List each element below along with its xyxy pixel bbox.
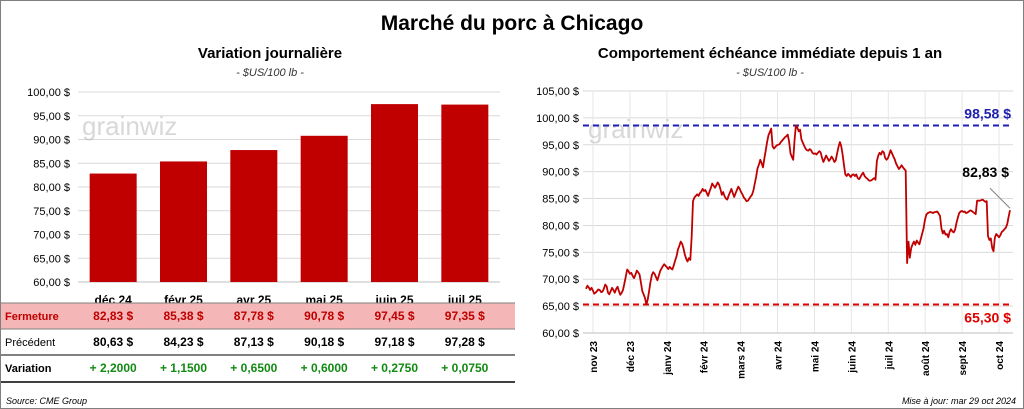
table-cell: 87,13 $ bbox=[234, 335, 274, 349]
bar-y-tick-label: 70,00 $ bbox=[33, 230, 70, 242]
brand-watermark: grainwiz bbox=[82, 111, 177, 141]
bar-y-tick-label: 60,00 $ bbox=[33, 277, 70, 289]
line-x-tick-label: mars 24 bbox=[737, 341, 748, 379]
bar bbox=[160, 161, 207, 282]
bar-y-tick-label: 75,00 $ bbox=[33, 206, 70, 218]
last-value-label: 82,83 $ bbox=[962, 164, 1009, 180]
table-cell: + 0,0750 bbox=[441, 361, 488, 375]
bar bbox=[441, 104, 489, 283]
close-row-background bbox=[1, 303, 515, 329]
bar-y-tick-label: 90,00 $ bbox=[33, 135, 70, 147]
bar-y-tick-label: 100,00 $ bbox=[27, 87, 70, 99]
left-chart-title: Variation journalière bbox=[197, 45, 343, 62]
line-y-tick-label: 75,00 $ bbox=[542, 247, 579, 259]
bar-chart: 60,00 $ 65,00 $ 70,00 $ 75,00 $ 80,00 $ 85,00… bbox=[1, 87, 515, 383]
table-cell: + 2,2000 bbox=[90, 361, 137, 375]
line-x-tick-label: oct 24 bbox=[995, 341, 1006, 370]
max-value-label: 98,58 $ bbox=[964, 106, 1011, 122]
bar-y-tick-label: 65,00 $ bbox=[33, 253, 70, 265]
line-chart: 60,00 $ 65,00 $ 70,00 $ 75,00 $ 80,00 $ 85,00… bbox=[536, 86, 1013, 379]
table-cell: + 0,6500 bbox=[230, 361, 277, 375]
bar bbox=[230, 150, 278, 282]
bar bbox=[371, 104, 418, 282]
table-cell: 85,38 $ bbox=[163, 309, 203, 323]
table-cell: 97,35 $ bbox=[445, 309, 485, 323]
min-value-label: 65,30 $ bbox=[964, 309, 1011, 325]
line-y-tick-label: 95,00 $ bbox=[542, 140, 579, 152]
line-x-tick-label: nov 23 bbox=[589, 341, 600, 373]
line-y-tick-label: 60,00 $ bbox=[542, 328, 579, 340]
line-x-tick-label: août 24 bbox=[921, 341, 932, 376]
table-cell: 90,78 $ bbox=[304, 309, 344, 323]
table-cell: 97,45 $ bbox=[374, 309, 414, 323]
table-cell: 84,23 $ bbox=[163, 335, 203, 349]
right-chart-unit: - $US/100 lb - bbox=[736, 67, 804, 79]
line-y-tick-label: 65,00 $ bbox=[542, 301, 579, 313]
line-x-tick-label: juin 24 bbox=[847, 341, 858, 374]
line-y-tick-label: 80,00 $ bbox=[542, 220, 579, 232]
last-value-leader bbox=[989, 187, 1011, 209]
table-cell: 87,78 $ bbox=[234, 309, 274, 323]
table-cell: 82,83 $ bbox=[93, 309, 133, 323]
line-x-tick-label: févr 24 bbox=[700, 341, 711, 374]
table-cell: + 1,1500 bbox=[160, 361, 207, 375]
left-chart-unit: - $US/100 lb - bbox=[236, 67, 304, 79]
source-note: Source: CME Group bbox=[6, 396, 88, 406]
line-y-tick-label: 70,00 $ bbox=[542, 274, 579, 286]
brand-watermark: grainwiz bbox=[588, 114, 683, 144]
update-note: Mise à jour: mar 29 oct 2024 bbox=[901, 396, 1016, 406]
line-y-tick-label: 105,00 $ bbox=[536, 86, 579, 98]
right-chart-title: Comportement échéance immédiate depuis 1… bbox=[597, 45, 943, 62]
line-x-tick-label: mai 24 bbox=[810, 341, 821, 373]
line-x-tick-label: sept 24 bbox=[958, 341, 969, 376]
table-row-label: Variation bbox=[5, 363, 52, 375]
line-y-tick-label: 85,00 $ bbox=[542, 194, 579, 206]
table-row-label: Fermeture bbox=[5, 311, 59, 323]
table-cell: 90,18 $ bbox=[304, 335, 344, 349]
line-y-tick-label: 90,00 $ bbox=[542, 167, 579, 179]
line-x-tick-label: janv 24 bbox=[663, 341, 674, 376]
bar-y-tick-label: 80,00 $ bbox=[33, 182, 70, 194]
line-y-tick-label: 100,00 $ bbox=[536, 113, 579, 125]
line-x-tick-label: avr 24 bbox=[774, 341, 785, 370]
line-x-tick-label: déc 23 bbox=[626, 341, 637, 373]
bar-y-tick-label: 85,00 $ bbox=[33, 158, 70, 170]
bar bbox=[89, 173, 137, 282]
table-cell: 97,28 $ bbox=[445, 335, 485, 349]
page-title: Marché du porc à Chicago bbox=[380, 12, 644, 35]
table-row-label: Précédent bbox=[5, 337, 55, 349]
line-x-tick-label: juil 24 bbox=[884, 341, 895, 371]
bar-y-tick-label: 95,00 $ bbox=[33, 111, 70, 123]
table-cell: + 0,6000 bbox=[301, 361, 348, 375]
table-cell: 97,18 $ bbox=[374, 335, 414, 349]
price-series-line bbox=[585, 124, 1011, 306]
table-cell: 80,63 $ bbox=[93, 335, 133, 349]
table-cell: + 0,2750 bbox=[371, 361, 418, 375]
bar bbox=[300, 135, 348, 282]
